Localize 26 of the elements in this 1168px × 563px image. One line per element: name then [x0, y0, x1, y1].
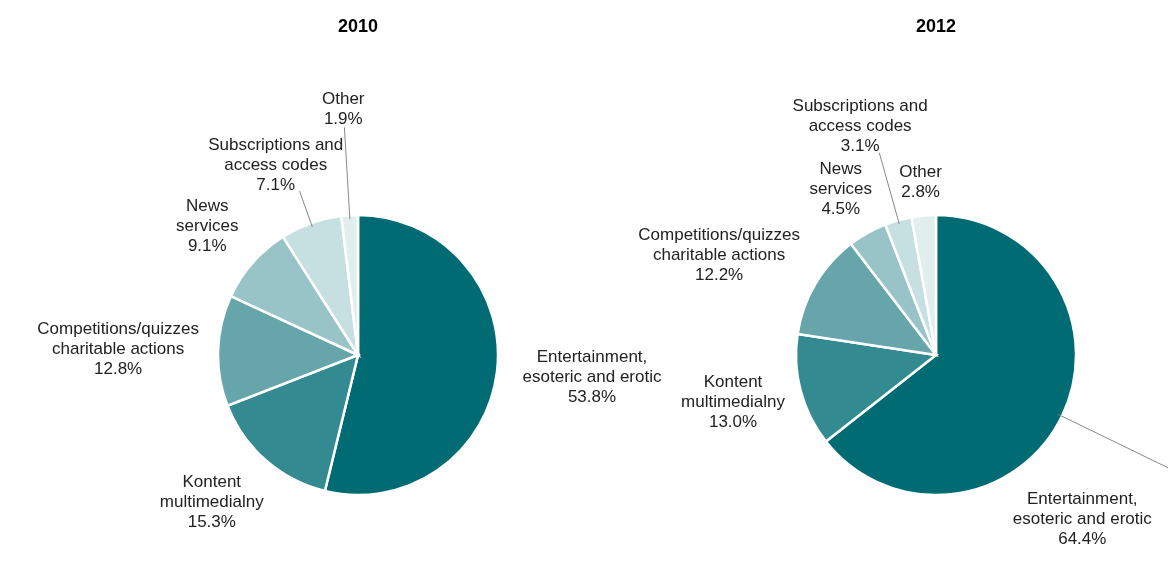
slice-label: Subscriptions and access codes — [208, 134, 344, 174]
data-label: 13.0% — [708, 411, 758, 431]
slice-label: Entertainment, esoteric and erotic — [522, 346, 662, 386]
data-label: 12.2% — [694, 265, 744, 285]
slice-label: Kontent multimedialny — [159, 472, 265, 512]
slice-label: Kontent multimedialny — [681, 371, 786, 411]
slice-label: Competitions/quizzes charitable actions — [37, 319, 199, 359]
slice-label: Other — [899, 161, 943, 181]
data-label: 64.4% — [1058, 529, 1107, 549]
data-label: 3.1% — [840, 135, 880, 155]
slice-label: Competitions/quizzes charitable actions — [638, 225, 800, 265]
data-label: 4.5% — [821, 199, 861, 219]
slice-label: News services — [809, 159, 872, 199]
data-label: 15.3% — [187, 512, 236, 532]
data-label: 7.1% — [256, 174, 296, 194]
data-label: 1.9% — [323, 109, 363, 129]
slice-label: Entertainment, esoteric and erotic — [1012, 489, 1153, 529]
data-label: 2.8% — [901, 181, 940, 201]
data-label: 53.8% — [567, 386, 617, 406]
slice-label: Other — [321, 89, 365, 109]
chart-title: 2012 — [915, 16, 957, 36]
slice-label: News services — [176, 195, 239, 235]
chart-title: 2010 — [337, 16, 379, 36]
slice-label: Subscriptions and access codes — [792, 95, 928, 135]
data-label: 9.1% — [187, 235, 227, 255]
data-label: 12.8% — [94, 359, 143, 379]
